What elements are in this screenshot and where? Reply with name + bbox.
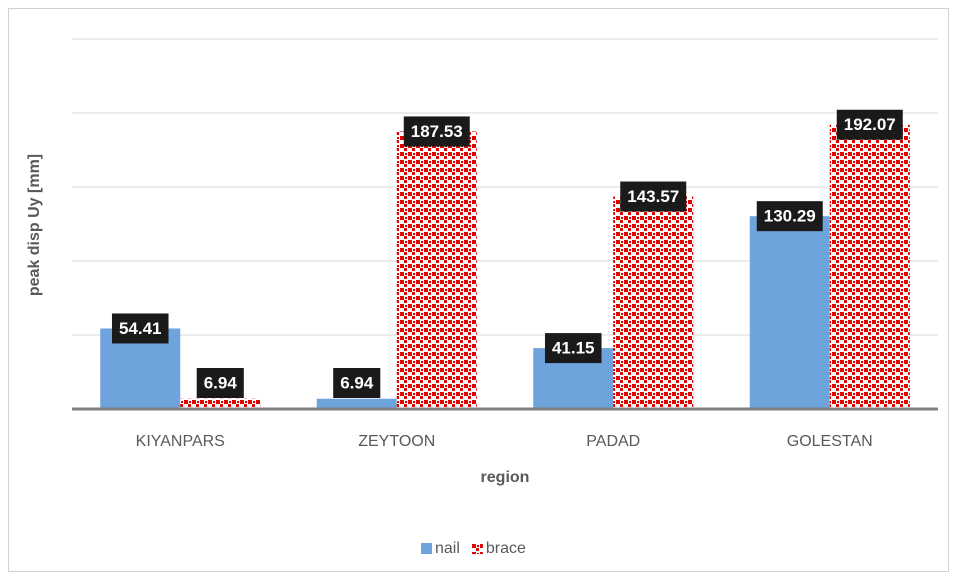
data-label-box <box>620 181 687 212</box>
data-label-box <box>403 116 470 147</box>
data-label-box <box>196 368 244 398</box>
data-label: 6.94 <box>340 373 374 392</box>
y-axis-title: peak disp Uy [mm] <box>26 154 43 296</box>
legend-swatch <box>471 543 483 554</box>
data-label-box <box>544 333 602 364</box>
x-tick-label: PADAD <box>586 433 640 450</box>
bar <box>613 196 694 409</box>
x-tick-label: KIYANPARS <box>136 433 225 450</box>
data-label: 6.94 <box>204 373 238 392</box>
data-label: 143.57 <box>627 187 679 206</box>
legend-label: nail <box>435 540 460 557</box>
data-label: 130.29 <box>764 207 816 226</box>
data-label-box <box>111 313 169 344</box>
x-tick-label: ZEYTOON <box>358 433 435 450</box>
legend-label: brace <box>486 540 526 557</box>
bar <box>180 398 261 409</box>
data-label-box <box>333 368 381 398</box>
data-label: 192.07 <box>844 115 896 134</box>
bar <box>396 131 477 409</box>
data-label: 54.41 <box>119 319 162 338</box>
bar <box>749 216 830 409</box>
bar <box>316 398 397 409</box>
data-label: 187.53 <box>411 122 463 141</box>
x-axis-title: region <box>481 469 530 486</box>
bar <box>829 124 910 410</box>
data-label: 41.15 <box>552 339 595 358</box>
x-tick-label: GOLESTAN <box>787 433 873 450</box>
data-label-box <box>756 201 823 232</box>
legend-swatch <box>421 543 432 554</box>
data-label-box <box>836 109 903 140</box>
